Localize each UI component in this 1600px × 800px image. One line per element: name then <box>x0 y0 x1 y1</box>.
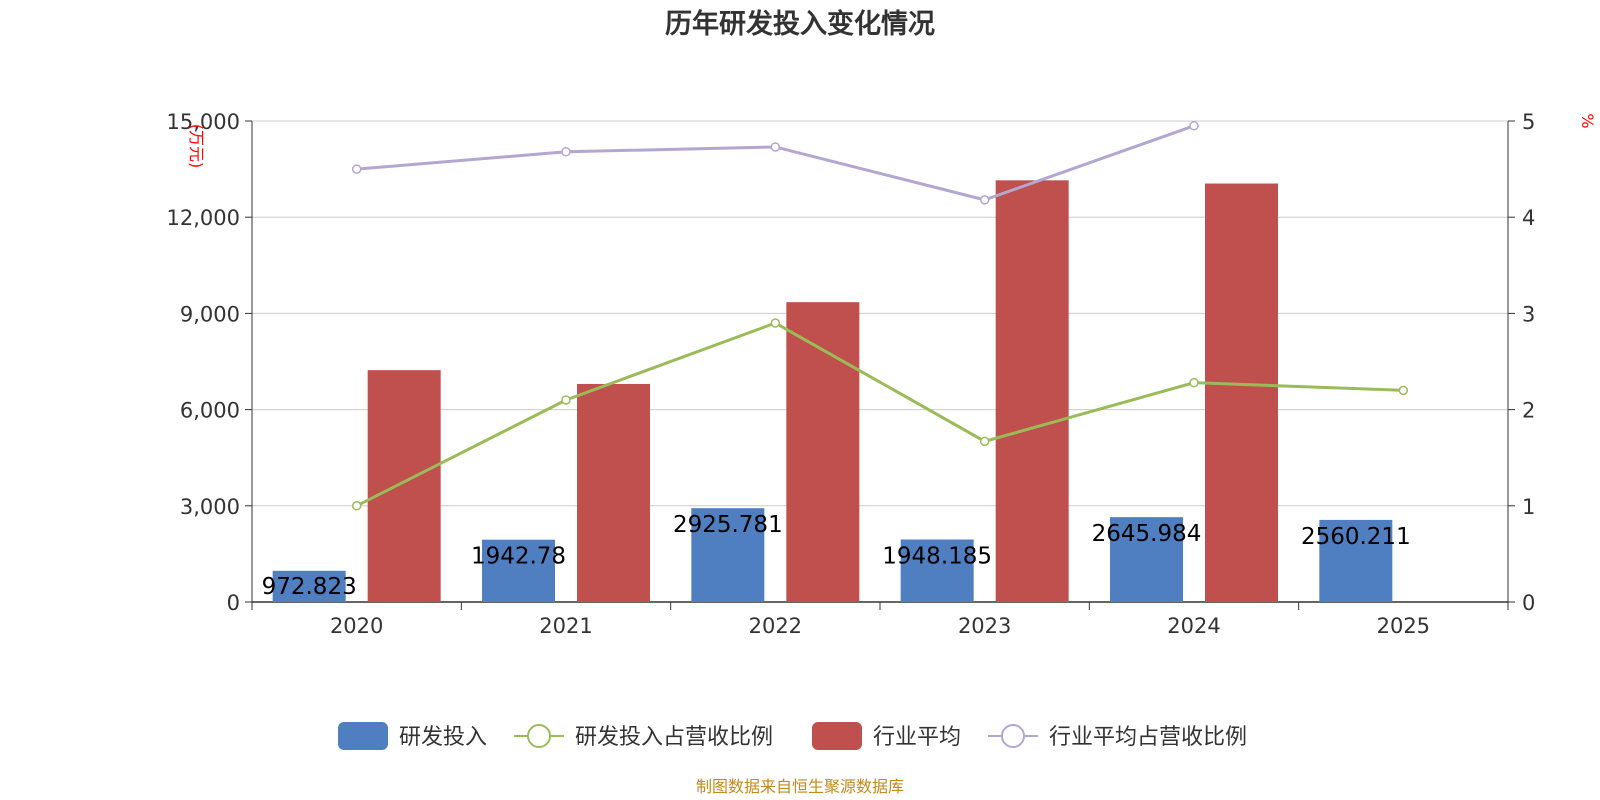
bar-0-1 <box>482 539 555 602</box>
y-left-tick-label: 0 <box>227 591 240 615</box>
line-point-1-1 <box>561 395 571 405</box>
bar-0-5 <box>1319 519 1393 602</box>
line-point-3-2 <box>770 142 781 152</box>
y-right-tick-label: 3 <box>1522 302 1535 326</box>
legend-label-2: 行业平均 <box>873 725 961 750</box>
x-tick-label: 2025 <box>1377 614 1430 638</box>
line-series-1 <box>355 321 1404 508</box>
lines <box>351 121 1409 511</box>
bar-2-4 <box>1205 183 1278 602</box>
x-tick-label: 2022 <box>749 614 802 638</box>
x-tick-label: 2020 <box>330 614 383 638</box>
y-left-tick-label: 15,000 <box>167 110 240 134</box>
x-tick-label: 2021 <box>539 614 592 638</box>
legend-label-3: 行业平均占营收比例 <box>1049 725 1247 750</box>
y-left-unit-label: (万元) <box>187 124 206 169</box>
y-right-tick-label: 5 <box>1522 110 1535 134</box>
bar-0-0 <box>272 570 346 602</box>
line-point-1-5 <box>1398 385 1409 396</box>
data-label: 2560.211 <box>1301 524 1411 550</box>
bars <box>272 180 1393 602</box>
y-right-unit-label: % <box>1578 113 1597 128</box>
data-labels: 972.823 1942.78 2925.781 1948.185 2645.984 25… <box>262 512 1411 600</box>
legend-swatch-2 <box>812 722 862 750</box>
bar-2-0 <box>367 370 441 602</box>
bar-0-4 <box>1110 517 1183 602</box>
line-point-1-4 <box>1189 377 1199 388</box>
bar-2-3 <box>995 180 1069 602</box>
y-right-tick-label: 2 <box>1522 399 1535 423</box>
legend-label-1: 研发投入占营收比例 <box>575 725 773 750</box>
line-point-1-3 <box>979 436 990 447</box>
y-left-tick-label: 12,000 <box>167 206 240 230</box>
data-label: 2925.781 <box>673 512 783 538</box>
gridlines <box>252 120 1508 507</box>
legend-swatch-0 <box>338 722 388 750</box>
data-label: 1948.185 <box>882 544 992 570</box>
axes: 0 0 3,000 1 6,000 2 9,000 3 12,000 4 15,000 5 (万元)% 2… <box>167 110 1597 638</box>
line-point-1-0 <box>351 501 362 511</box>
legend-marker-1 <box>527 724 551 748</box>
data-label: 2645.984 <box>1092 521 1202 547</box>
chart-title: 历年研发投入变化情况 <box>665 8 935 40</box>
source-note: 制图数据来自恒生聚源数据库 <box>696 777 904 796</box>
bar-0-3 <box>900 539 974 602</box>
y-left-tick-label: 9,000 <box>180 302 240 326</box>
bar-2-1 <box>577 383 650 602</box>
line-point-1-2 <box>770 318 781 328</box>
x-tick-label: 2023 <box>958 614 1011 638</box>
bar-2-2 <box>786 302 860 602</box>
line-point-3-1 <box>561 147 571 157</box>
legend: 研发投入 研发投入占营收比例 行业平均 行业平均占营收比例 <box>338 722 1247 750</box>
legend-marker-3 <box>1001 724 1025 748</box>
y-left-tick-label: 3,000 <box>180 495 240 519</box>
bar-0-2 <box>691 508 765 602</box>
line-point-3-4 <box>1189 121 1199 131</box>
data-label: 972.823 <box>262 574 357 600</box>
x-tick-label: 2024 <box>1167 614 1220 638</box>
line-point-3-0 <box>351 164 362 174</box>
y-left-tick-label: 6,000 <box>180 399 240 423</box>
y-right-tick-label: 0 <box>1522 591 1535 615</box>
line-point-3-3 <box>979 195 990 205</box>
y-right-tick-label: 4 <box>1522 206 1535 230</box>
legend-label-0: 研发投入 <box>399 725 487 750</box>
data-label: 1942.78 <box>471 544 566 570</box>
y-right-tick-label: 1 <box>1522 495 1535 519</box>
